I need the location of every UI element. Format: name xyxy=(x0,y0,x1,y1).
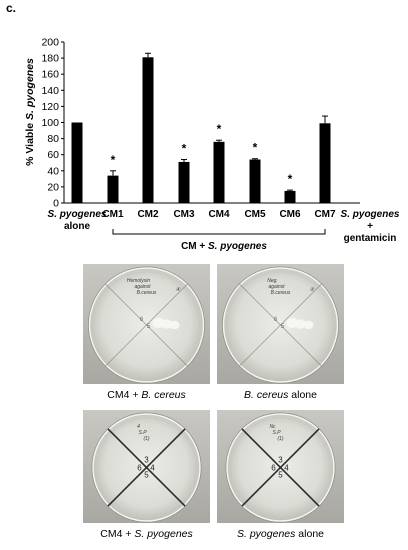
y-tick-label: 200 xyxy=(41,37,59,49)
x-category-label: alone xyxy=(64,221,91,232)
quadrant-number: 4 xyxy=(150,464,155,473)
y-tick-label: 80 xyxy=(47,133,59,145)
dish-handwriting: S.P xyxy=(272,430,281,436)
y-axis-label-prefix: % Viable xyxy=(24,120,36,166)
quadrant-number: 6 xyxy=(137,464,142,473)
y-tick-label: 40 xyxy=(47,165,59,177)
dish-handwriting: B.cereus xyxy=(137,290,157,296)
x-category-label: CM6 xyxy=(279,209,301,220)
x-category-label: CM1 xyxy=(102,209,124,220)
panel-c-label: c. xyxy=(6,1,16,15)
y-tick-label: 60 xyxy=(47,149,59,161)
x-category-label: S. pyogenes xyxy=(341,209,400,220)
dish-handwriting: B.cereus xyxy=(271,290,291,296)
quadrant-line xyxy=(105,283,188,367)
x-category-label: CM7 xyxy=(314,209,336,220)
y-tick-label: 140 xyxy=(41,85,59,97)
dish-handwriting: (1) xyxy=(143,436,149,442)
bar-chart: % Viable S. pyogenes 0 20 40 60 80 100 120 140 1… xyxy=(24,37,400,253)
error-bars xyxy=(110,52,328,191)
photo-caption: S. pyogenes alone xyxy=(237,528,324,540)
plate-photo: 4S.P(1)36 45 xyxy=(83,410,210,523)
y-tick-label: 120 xyxy=(41,101,59,113)
x-category-label: gentamicin xyxy=(344,233,397,244)
bracket-line xyxy=(112,229,326,235)
x-category-label: + xyxy=(367,221,373,232)
photo-caption: CM4 + B. cereus xyxy=(107,389,186,401)
quadrant-number: 5 xyxy=(281,324,285,330)
y-axis: 0 20 40 60 80 100 120 140 160 180 200 xyxy=(41,37,360,210)
quadrant-line xyxy=(239,283,322,367)
significance-markers: * * * * * xyxy=(111,122,293,186)
x-category-label: CM3 xyxy=(173,209,195,220)
bar xyxy=(319,123,331,203)
quadrant-number: 5 xyxy=(278,471,283,480)
dish-handwriting: against xyxy=(134,284,151,290)
bracket-label: CM + S. pyogenes xyxy=(181,241,267,252)
bar xyxy=(178,161,190,203)
quadrant-number: 6 xyxy=(274,317,278,323)
dish-handwriting: Hemolysin xyxy=(127,278,151,284)
quadrant-line xyxy=(241,428,320,507)
bar xyxy=(213,141,225,203)
quadrant-number: 3 xyxy=(278,456,283,465)
dish-handwriting: (1) xyxy=(277,436,283,442)
photo-caption: B. cereus alone xyxy=(244,389,317,401)
bacterial-growth xyxy=(161,319,172,329)
significance-star: * xyxy=(217,122,222,136)
dish-corner-mark: ② xyxy=(310,287,315,293)
bar xyxy=(71,122,83,203)
dish-handwriting: Neg. xyxy=(267,278,278,284)
photo-caption: CM4 + S. pyogenes xyxy=(100,528,193,540)
bar xyxy=(284,190,296,203)
dish-handwriting: Nc xyxy=(269,424,276,430)
quadrant-number: 5 xyxy=(147,324,151,330)
dish-handwriting: against xyxy=(268,284,285,290)
quadrant-number: 6 xyxy=(271,464,276,473)
quadrant-number: 3 xyxy=(144,456,149,465)
bacterial-growth xyxy=(169,320,180,330)
petri-dish-inner-ring xyxy=(96,417,197,518)
bar xyxy=(142,57,154,203)
y-tick-label: 0 xyxy=(53,198,59,210)
significance-star: * xyxy=(182,142,187,156)
petri-dish-inner-ring xyxy=(230,417,331,518)
significance-star: * xyxy=(288,172,293,186)
x-category-label: CM2 xyxy=(137,209,159,220)
quadrant-number: 5 xyxy=(144,471,149,480)
group-bracket: CM + S. pyogenes xyxy=(112,229,326,252)
dish-corner-mark: ④ xyxy=(176,287,181,293)
quadrant-number: 6 xyxy=(140,317,144,323)
bacterial-growth xyxy=(295,319,306,329)
y-tick-label: 160 xyxy=(41,69,59,81)
petri-dish-inner-ring xyxy=(227,271,334,379)
y-axis-label-species: S. pyogenes xyxy=(24,58,36,120)
bacterial-growth xyxy=(303,320,314,330)
x-category-label: CM4 xyxy=(208,209,230,220)
x-category-label: S. pyogenes xyxy=(48,209,107,220)
quadrant-number: 4 xyxy=(284,464,289,473)
quadrant-line xyxy=(107,428,186,507)
x-category-label: CM5 xyxy=(244,209,266,220)
bars xyxy=(71,57,331,203)
y-tick-label: 180 xyxy=(41,53,59,65)
plate-photo: NcS.P(1) 36 45 xyxy=(217,410,344,523)
y-tick-label: 20 xyxy=(47,181,59,193)
bar xyxy=(107,175,119,203)
bar xyxy=(249,159,261,203)
y-tick-label: 100 xyxy=(41,117,59,129)
dish-handwriting: S.P xyxy=(138,430,147,436)
dish-handwriting: 4 xyxy=(137,424,140,430)
y-axis-label: % Viable S. pyogenes xyxy=(24,58,36,166)
petri-dish-inner-ring xyxy=(93,271,200,379)
significance-star: * xyxy=(253,141,258,155)
significance-star: * xyxy=(111,153,116,167)
